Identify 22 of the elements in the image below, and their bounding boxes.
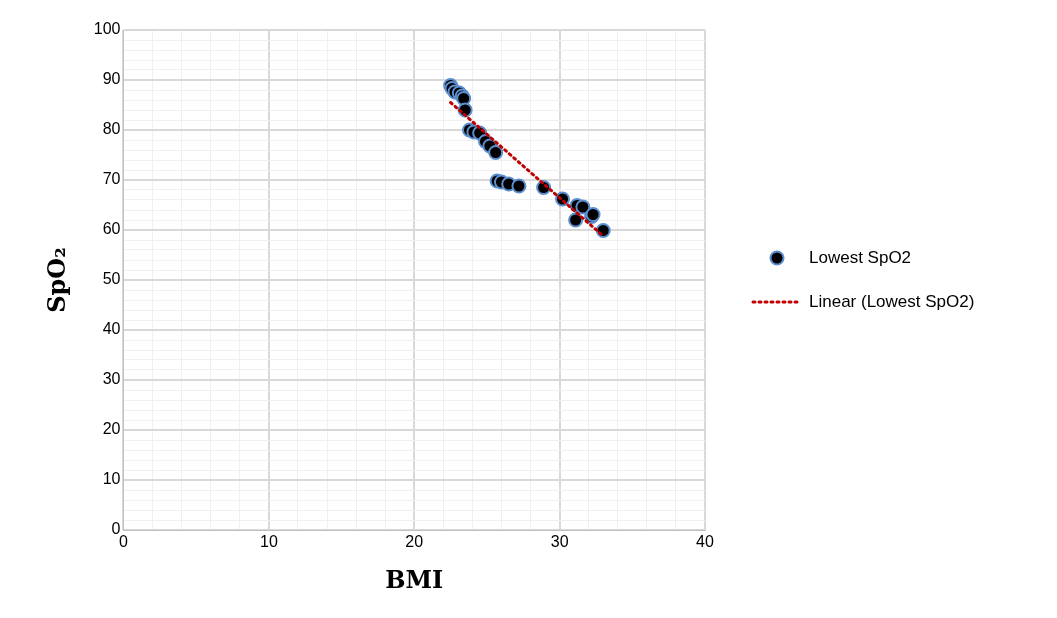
y-tick-label: 0 bbox=[111, 520, 121, 538]
legend-label: Linear (Lowest SpO2) bbox=[809, 291, 975, 311]
y-tick-label: 40 bbox=[102, 320, 121, 338]
y-tick-label: 20 bbox=[102, 420, 121, 438]
y-tick-label: 80 bbox=[102, 120, 121, 138]
x-tick-label: 20 bbox=[405, 533, 424, 551]
y-tick-label: 70 bbox=[102, 170, 121, 188]
x-tick-label: 30 bbox=[550, 533, 569, 551]
y-tick-label: 90 bbox=[102, 70, 121, 88]
point bbox=[488, 145, 504, 160]
x-axis-title: BMI bbox=[385, 564, 444, 594]
y-axis-title: SpO₂ bbox=[41, 247, 71, 313]
point bbox=[575, 199, 591, 215]
y-tick-label: 50 bbox=[102, 270, 121, 288]
legend-label: Lowest SpO2 bbox=[809, 247, 912, 267]
x-tick-label: 40 bbox=[696, 533, 714, 551]
x-tick-label: 10 bbox=[259, 533, 278, 551]
y-tick-label: 10 bbox=[102, 470, 121, 488]
y-tick-label: 30 bbox=[102, 370, 121, 388]
y-tick-label: 60 bbox=[102, 220, 121, 238]
point bbox=[511, 178, 527, 194]
y-tick-label: 100 bbox=[93, 20, 121, 38]
